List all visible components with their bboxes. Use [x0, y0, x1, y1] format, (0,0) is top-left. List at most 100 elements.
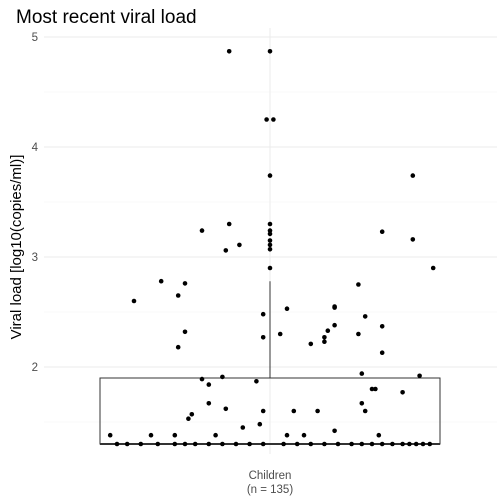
data-point — [376, 432, 382, 438]
data-point — [291, 408, 297, 414]
data-point — [233, 441, 239, 447]
data-point — [175, 293, 181, 298]
data-point — [294, 441, 300, 447]
data-point — [379, 441, 385, 447]
data-point — [189, 412, 195, 417]
data-point — [301, 432, 307, 438]
data-point — [199, 228, 205, 233]
y-axis-title: Viral load [log10(copies/ml)] — [8, 155, 25, 340]
data-point — [400, 390, 405, 395]
chart-title: Most recent viral load — [16, 7, 197, 28]
data-point — [175, 344, 181, 350]
data-point — [308, 341, 314, 347]
data-points — [107, 49, 436, 447]
data-point — [220, 374, 225, 380]
data-point — [356, 282, 361, 287]
x-tick-label-line2: (n = 135) — [247, 484, 294, 496]
data-point — [182, 329, 188, 335]
data-point — [240, 425, 246, 430]
data-point — [407, 441, 412, 447]
data-point — [260, 441, 266, 447]
data-point — [172, 432, 178, 438]
data-point — [420, 441, 426, 447]
data-point — [430, 265, 436, 271]
data-point — [213, 432, 218, 438]
data-point — [362, 314, 368, 319]
data-point — [260, 408, 266, 414]
y-tick-label: 4 — [32, 142, 39, 154]
x-tick-labels: Children (n = 135) — [247, 470, 294, 496]
data-point — [226, 221, 232, 227]
y-tick-labels: 2 3 4 5 — [32, 32, 39, 374]
data-point — [114, 441, 120, 447]
data-point — [226, 49, 232, 54]
data-point — [206, 401, 212, 406]
data-point — [417, 373, 422, 379]
data-point — [223, 248, 229, 253]
data-point — [379, 229, 385, 234]
data-point — [158, 278, 164, 284]
data-point — [322, 339, 327, 345]
y-tick-label: 2 — [32, 362, 38, 374]
data-point — [267, 238, 273, 243]
x-tick-label-line1: Children — [249, 470, 292, 482]
data-point — [332, 322, 337, 328]
data-point — [332, 305, 337, 310]
data-point — [373, 386, 378, 392]
data-point — [237, 242, 242, 248]
data-point — [315, 408, 320, 414]
data-point — [124, 441, 130, 447]
data-point — [186, 416, 191, 422]
data-point — [107, 432, 113, 438]
data-point — [410, 237, 416, 242]
data-point — [206, 441, 212, 447]
data-point — [182, 281, 188, 286]
data-point — [349, 441, 354, 447]
data-point — [260, 311, 266, 317]
data-point — [267, 221, 273, 227]
data-point — [427, 441, 433, 447]
data-point — [335, 441, 341, 447]
data-point — [359, 401, 365, 406]
data-point — [379, 350, 385, 356]
data-point — [148, 432, 154, 438]
data-point — [267, 247, 273, 252]
data-point — [356, 331, 361, 337]
data-point — [400, 441, 405, 447]
data-point — [267, 265, 273, 271]
data-point — [369, 441, 375, 447]
data-point — [359, 371, 365, 376]
data-point — [267, 228, 273, 233]
data-point — [182, 441, 188, 447]
data-point — [322, 335, 327, 340]
data-point — [277, 331, 283, 337]
data-point — [267, 173, 273, 178]
data-point — [369, 386, 375, 392]
data-point — [308, 441, 314, 447]
data-point — [332, 428, 337, 434]
y-tick-label: 3 — [32, 252, 38, 264]
data-point — [155, 441, 161, 447]
data-point — [247, 441, 252, 447]
data-point — [267, 242, 273, 248]
data-point — [192, 441, 198, 447]
data-point — [267, 231, 273, 237]
data-point — [220, 441, 225, 447]
data-point — [172, 441, 178, 447]
data-point — [267, 49, 273, 54]
data-point — [410, 173, 416, 178]
data-point — [359, 441, 365, 447]
data-point — [254, 379, 259, 384]
data-point — [284, 306, 290, 312]
data-point — [413, 441, 419, 447]
data-point — [271, 117, 276, 122]
data-point — [322, 441, 327, 447]
data-point — [257, 421, 263, 427]
data-point — [199, 376, 205, 382]
data-point — [206, 382, 212, 387]
data-point — [138, 441, 144, 447]
data-point — [284, 432, 290, 438]
data-point — [379, 324, 385, 329]
data-point — [390, 441, 395, 447]
